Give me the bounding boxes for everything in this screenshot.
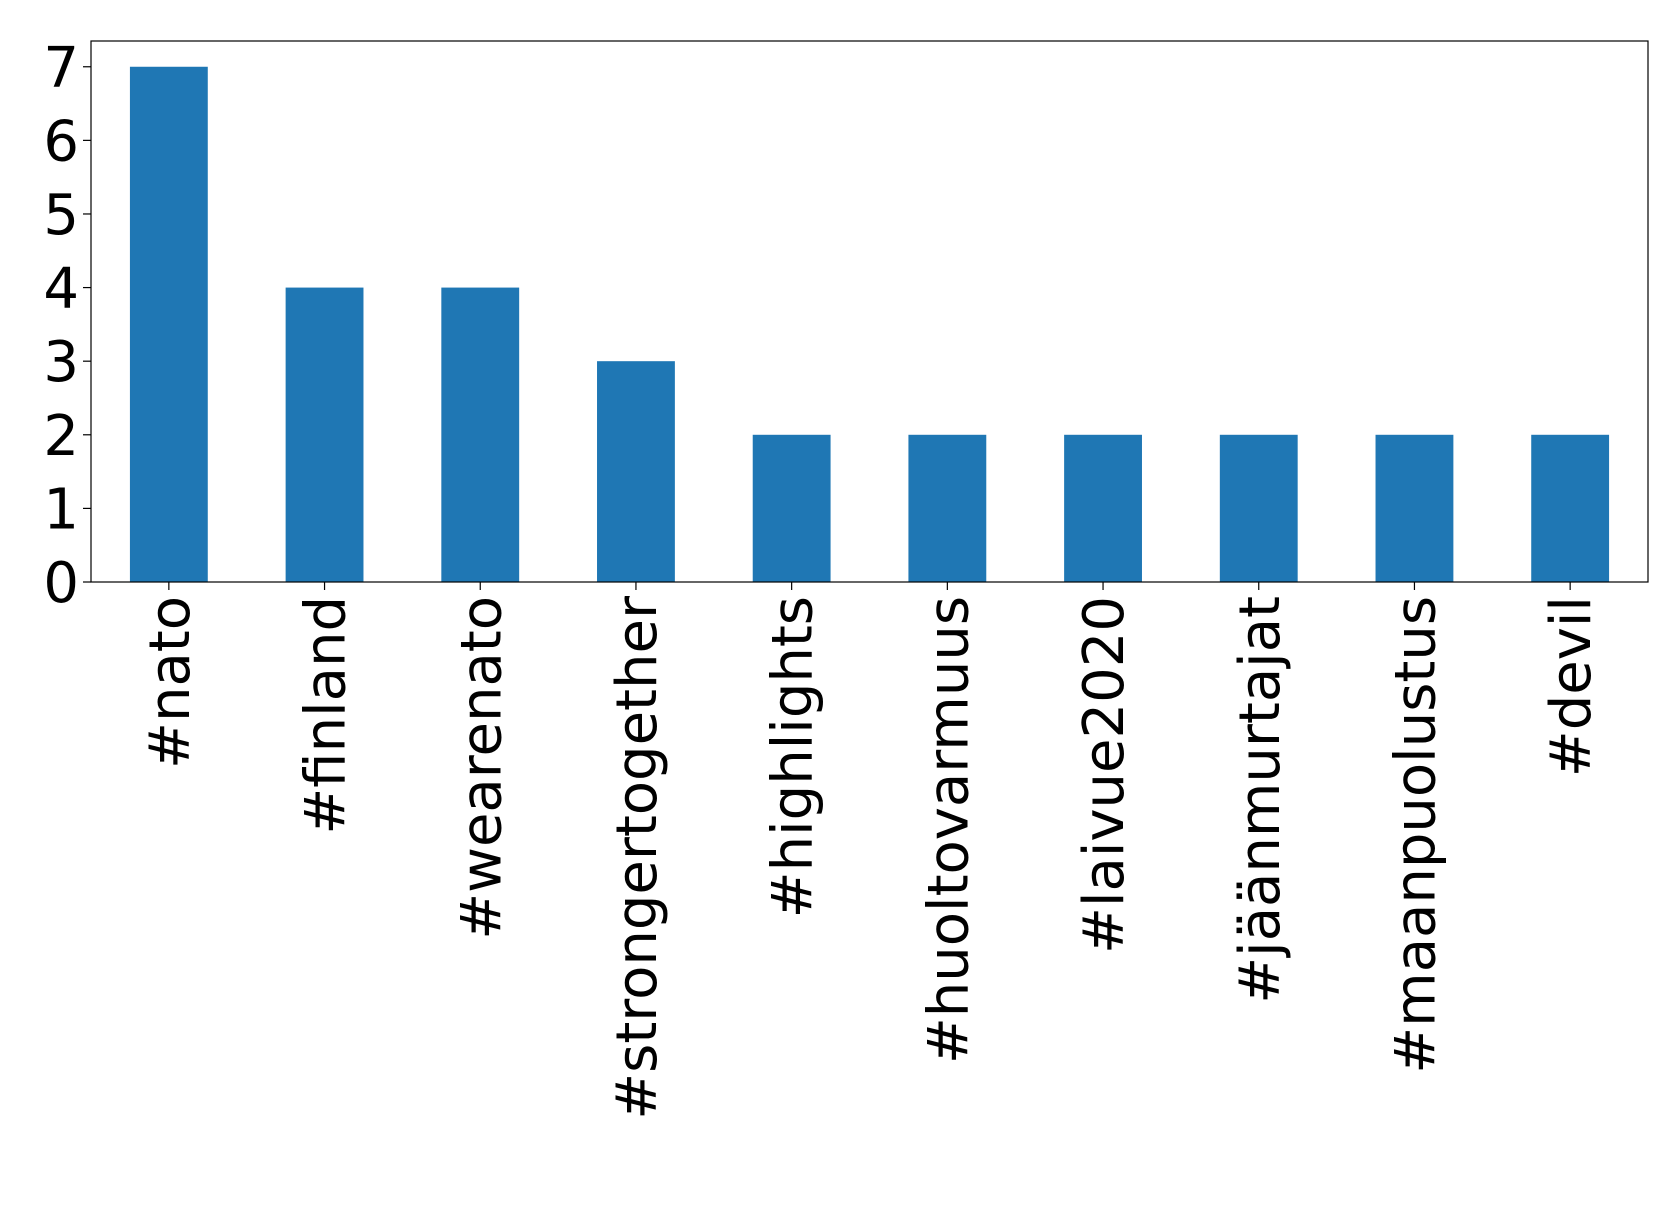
- plot-area: 0 1 2 3 4 5 6 7 #nato #finland #wearenato #stronger…: [43, 36, 1610, 1120]
- y-tick-label: 6: [43, 109, 79, 174]
- y-tick-label: 0: [43, 551, 79, 616]
- x-tick-label: #laivue2020: [1072, 596, 1137, 954]
- bar: [1064, 434, 1142, 582]
- x-tick-label: #maanpuolustus: [1383, 596, 1448, 1074]
- x-tick-label: #huoltovarmuus: [916, 596, 981, 1064]
- bar: [129, 66, 208, 582]
- bar: [1219, 434, 1298, 582]
- bar: [441, 287, 520, 582]
- bar: [1531, 434, 1610, 582]
- bar: [1375, 434, 1454, 582]
- y-tick-label: 2: [43, 404, 79, 469]
- y-tick-label: 7: [43, 36, 79, 101]
- y-tick-label: 3: [43, 330, 79, 395]
- bar: [908, 434, 987, 582]
- x-tick-label: #highlights: [761, 596, 826, 918]
- x-tick-label: #finland: [294, 596, 359, 835]
- bar: [597, 361, 675, 582]
- bar: [285, 287, 364, 582]
- y-tick-label: 5: [43, 183, 79, 248]
- y-tick-label: 4: [43, 257, 79, 322]
- bar: [752, 434, 831, 582]
- y-tick-label: 1: [43, 477, 79, 542]
- axes-frame: [90, 40, 1649, 583]
- x-tick-label: #jäänmurtajat: [1228, 596, 1293, 1004]
- x-tick-label: #nato: [138, 596, 203, 769]
- x-tick-label: #devil: [1539, 596, 1604, 777]
- x-tick-label: #strongertogether: [605, 595, 670, 1120]
- x-tick-label: #wearenato: [449, 596, 514, 940]
